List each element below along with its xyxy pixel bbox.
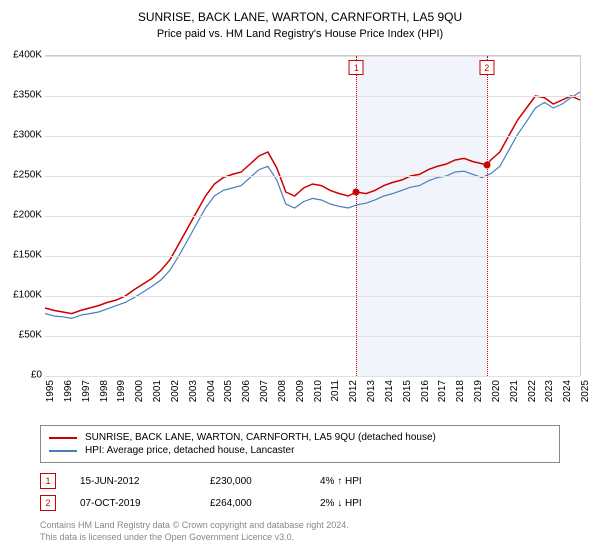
x-tick-label: 1997 bbox=[81, 380, 92, 402]
legend-swatch-hpi bbox=[49, 450, 77, 452]
marker-dot bbox=[353, 189, 360, 196]
marker-table-badge: 2 bbox=[40, 495, 56, 511]
marker-table-badge: 1 bbox=[40, 473, 56, 489]
marker-dot bbox=[483, 161, 490, 168]
chart-title: SUNRISE, BACK LANE, WARTON, CARNFORTH, L… bbox=[0, 0, 600, 24]
chart-subtitle: Price paid vs. HM Land Registry's House … bbox=[0, 24, 600, 40]
x-tick-label: 2000 bbox=[134, 380, 145, 402]
legend: SUNRISE, BACK LANE, WARTON, CARNFORTH, L… bbox=[40, 425, 560, 463]
x-tick-label: 2003 bbox=[188, 380, 199, 402]
x-tick-label: 1998 bbox=[99, 380, 110, 402]
chart-container: SUNRISE, BACK LANE, WARTON, CARNFORTH, L… bbox=[0, 0, 600, 560]
y-tick-label: £100K bbox=[13, 290, 42, 301]
marker-table-row: 2 07-OCT-2019£264,0002% ↓ HPI bbox=[40, 492, 560, 514]
x-tick-label: 2020 bbox=[491, 380, 502, 402]
legend-row-hpi: HPI: Average price, detached house, Lanc… bbox=[49, 444, 551, 457]
x-tick-label: 2013 bbox=[366, 380, 377, 402]
footer-line2: This data is licensed under the Open Gov… bbox=[40, 532, 349, 544]
marker-table-date: 15-JUN-2012 bbox=[80, 476, 210, 487]
x-tick-label: 2005 bbox=[223, 380, 234, 402]
x-tick-label: 2008 bbox=[277, 380, 288, 402]
x-tick-label: 2011 bbox=[330, 380, 341, 402]
footer-text: Contains HM Land Registry data © Crown c… bbox=[40, 520, 349, 543]
x-tick-label: 1999 bbox=[116, 380, 127, 402]
y-tick-label: £300K bbox=[13, 130, 42, 141]
x-tick-label: 2025 bbox=[580, 380, 591, 402]
x-tick-label: 2004 bbox=[206, 380, 217, 402]
x-tick-label: 2024 bbox=[562, 380, 573, 402]
marker-badge: 1 bbox=[349, 60, 364, 75]
x-tick-label: 1996 bbox=[63, 380, 74, 402]
y-tick-label: £350K bbox=[13, 90, 42, 101]
marker-table: 1 15-JUN-2012£230,0004% ↑ HPI 2 07-OCT-2019… bbox=[40, 470, 560, 514]
y-tick-label: £200K bbox=[13, 210, 42, 221]
marker-badge: 2 bbox=[479, 60, 494, 75]
x-tick-label: 2002 bbox=[170, 380, 181, 402]
x-tick-label: 2015 bbox=[402, 380, 413, 402]
marker-vline bbox=[487, 56, 488, 376]
plot-area: 12 bbox=[45, 55, 581, 376]
x-tick-label: 2010 bbox=[313, 380, 324, 402]
legend-swatch-property bbox=[49, 437, 77, 439]
x-tick-label: 2017 bbox=[437, 380, 448, 402]
series-property bbox=[45, 96, 580, 314]
x-tick-label: 2007 bbox=[259, 380, 270, 402]
marker-vline bbox=[356, 56, 357, 376]
x-tick-label: 2006 bbox=[241, 380, 252, 402]
legend-row-property: SUNRISE, BACK LANE, WARTON, CARNFORTH, L… bbox=[49, 431, 551, 444]
y-tick-label: £0 bbox=[31, 370, 42, 381]
legend-label-property: SUNRISE, BACK LANE, WARTON, CARNFORTH, L… bbox=[85, 432, 436, 443]
marker-table-date: 07-OCT-2019 bbox=[80, 498, 210, 509]
y-tick-label: £250K bbox=[13, 170, 42, 181]
x-axis: 1995 1996 1997 1998 1999 2000 2001 2002 2003 2004… bbox=[45, 375, 580, 420]
series-hpi bbox=[45, 92, 580, 318]
marker-table-delta: 2% ↓ HPI bbox=[320, 498, 410, 509]
x-tick-label: 2023 bbox=[544, 380, 555, 402]
x-tick-label: 2022 bbox=[527, 380, 538, 402]
y-tick-label: £150K bbox=[13, 250, 42, 261]
marker-table-delta: 4% ↑ HPI bbox=[320, 476, 410, 487]
marker-table-price: £230,000 bbox=[210, 476, 320, 487]
x-tick-label: 2014 bbox=[384, 380, 395, 402]
marker-table-row: 1 15-JUN-2012£230,0004% ↑ HPI bbox=[40, 470, 560, 492]
marker-table-price: £264,000 bbox=[210, 498, 320, 509]
legend-label-hpi: HPI: Average price, detached house, Lanc… bbox=[85, 445, 294, 456]
x-tick-label: 2016 bbox=[420, 380, 431, 402]
x-tick-label: 2021 bbox=[509, 380, 520, 402]
x-tick-label: 2009 bbox=[295, 380, 306, 402]
x-tick-label: 1995 bbox=[45, 380, 56, 402]
y-axis: £0£50K£100K£150K£200K£250K£300K£350K£400… bbox=[0, 55, 45, 375]
y-tick-label: £50K bbox=[19, 330, 42, 341]
x-tick-label: 2018 bbox=[455, 380, 466, 402]
footer-line1: Contains HM Land Registry data © Crown c… bbox=[40, 520, 349, 532]
x-tick-label: 2019 bbox=[473, 380, 484, 402]
y-tick-label: £400K bbox=[13, 50, 42, 61]
x-tick-label: 2012 bbox=[348, 380, 359, 402]
x-tick-label: 2001 bbox=[152, 380, 163, 402]
